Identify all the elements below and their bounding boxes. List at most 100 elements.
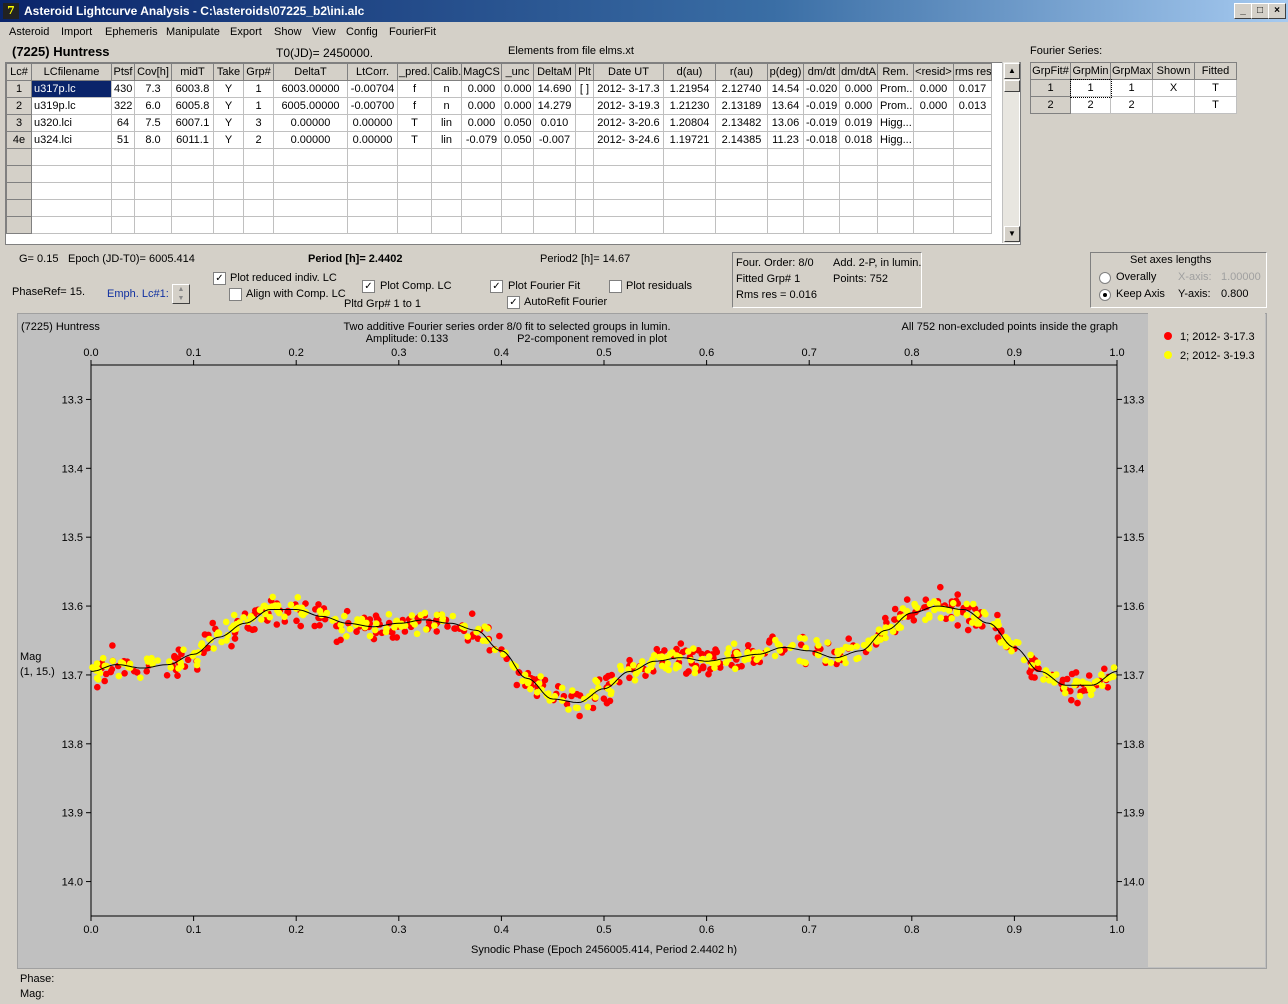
lc-table-cell[interactable] (273, 182, 348, 200)
lc-table-cell[interactable] (877, 216, 914, 234)
lc-table-cell[interactable]: Y (213, 114, 244, 132)
lc-table-cell[interactable]: Y (213, 97, 244, 115)
minimize-button[interactable]: _ (1234, 3, 1252, 19)
lc-table-cell[interactable]: 1.20804 (663, 114, 716, 132)
lc-table-cell[interactable]: 0.00000 (347, 114, 398, 132)
lc-col-header[interactable]: LtCorr. (347, 63, 398, 81)
lc-table-empty-row[interactable] (6, 165, 992, 183)
lc-table-cell[interactable] (431, 165, 462, 183)
lc-table-cell[interactable] (767, 182, 804, 200)
lc-table-empty-row[interactable] (6, 216, 992, 234)
menu-fourierfit[interactable]: FourierFit (389, 26, 437, 38)
xaxis-value[interactable]: 1.00000 (1221, 271, 1261, 283)
lc-table-cell[interactable] (134, 148, 172, 166)
lc-table-cell[interactable]: 2.13482 (715, 114, 768, 132)
lc-table-cell[interactable] (397, 216, 432, 234)
lc-table-cell[interactable] (767, 165, 804, 183)
lc-table-cell[interactable] (243, 216, 274, 234)
fourier-col-header[interactable]: GrpFit# (1030, 62, 1071, 80)
menu-show[interactable]: Show (274, 26, 302, 38)
lc-table-cell[interactable] (273, 165, 348, 183)
lc-table-cell[interactable] (877, 199, 914, 217)
lc-table-cell[interactable] (431, 182, 462, 200)
lc-table-cell[interactable] (663, 216, 716, 234)
lc-table-cell[interactable] (575, 97, 594, 115)
lc-table-cell[interactable]: 2 (243, 131, 274, 149)
lc-table-row[interactable]: 2 u319p.lc 322 6.0 6005.8 Y 1 6005.00000 -0.0070… (6, 97, 992, 115)
lc-table-cell[interactable]: 14.279 (533, 97, 576, 115)
lc-table-cell[interactable]: Y (213, 80, 244, 98)
lc-table-cell[interactable]: 11.23 (767, 131, 804, 149)
fourier-table-cell[interactable]: 2 (1070, 96, 1111, 114)
lc-table-cell[interactable] (134, 182, 172, 200)
lc-table-cell[interactable] (347, 199, 398, 217)
lc-table-cell[interactable] (31, 182, 112, 200)
lc-table-cell[interactable]: 0.00000 (273, 114, 348, 132)
lc-table-cell[interactable]: 0.017 (953, 80, 992, 98)
lc-table-cell[interactable] (243, 182, 274, 200)
lc-table-cell[interactable] (839, 165, 878, 183)
lc-table-cell[interactable] (953, 165, 992, 183)
lc-table-cell[interactable]: n (431, 80, 462, 98)
lc-table-cell[interactable]: -0.007 (533, 131, 576, 149)
lc-table-cell[interactable]: 4e (6, 131, 32, 149)
lc-table-cell[interactable] (913, 182, 954, 200)
lc-table-empty-row[interactable] (6, 199, 992, 217)
lc-table-cell[interactable]: [ ] (575, 80, 594, 98)
lc-table-cell[interactable] (803, 199, 840, 217)
lc-table-cell[interactable]: 2.12740 (715, 80, 768, 98)
lc-table-cell[interactable] (6, 165, 32, 183)
lc-table-cell[interactable]: 0.019 (839, 114, 878, 132)
lc-table-cell[interactable]: u317p.lc (31, 80, 112, 98)
lc-table-cell[interactable] (461, 216, 502, 234)
lc-col-header[interactable]: DeltaT (273, 63, 348, 81)
lc-table-cell[interactable]: Prom... (877, 97, 914, 115)
lc-table-cell[interactable]: 430 (111, 80, 135, 98)
lc-table-cell[interactable] (501, 216, 534, 234)
menu-export[interactable]: Export (230, 26, 262, 38)
lc-table-cell[interactable] (134, 165, 172, 183)
lc-table-cell[interactable] (501, 199, 534, 217)
plot-reduced-checkbox[interactable]: ✓ (213, 272, 226, 285)
lc-table-cell[interactable] (575, 148, 594, 166)
lc-table-cell[interactable] (111, 216, 135, 234)
lc-table-cell[interactable] (273, 216, 348, 234)
lc-col-header[interactable]: LCfilename (31, 63, 112, 81)
lightcurve-plot[interactable]: (7225) Huntress Two additive Fourier ser… (17, 313, 1265, 967)
plot-comp-checkbox[interactable]: ✓ (362, 280, 375, 293)
lc-table-cell[interactable] (877, 182, 914, 200)
fourier-table-cell[interactable] (1152, 96, 1195, 114)
lc-table-cell[interactable]: 1 (243, 97, 274, 115)
lc-table-cell[interactable] (111, 148, 135, 166)
lc-table-cell[interactable] (461, 182, 502, 200)
lc-table-cell[interactable] (953, 114, 992, 132)
lc-table-cell[interactable] (593, 148, 664, 166)
lc-table-cell[interactable]: 7.5 (134, 114, 172, 132)
lc-table-cell[interactable] (839, 216, 878, 234)
lc-table-cell[interactable] (575, 165, 594, 183)
lc-table-cell[interactable]: -0.018 (803, 131, 840, 149)
lc-table-cell[interactable]: -0.00704 (347, 80, 398, 98)
lc-table-cell[interactable] (347, 182, 398, 200)
lc-table-cell[interactable]: 0.050 (501, 131, 534, 149)
lc-table-cell[interactable] (803, 182, 840, 200)
lc-table-cell[interactable] (31, 216, 112, 234)
lc-table-cell[interactable] (273, 199, 348, 217)
lc-table-cell[interactable] (913, 131, 954, 149)
lc-table-cell[interactable] (213, 182, 244, 200)
lc-col-header[interactable]: Take (213, 63, 244, 81)
lc-table-empty-row[interactable] (6, 148, 992, 166)
lc-table-cell[interactable] (31, 199, 112, 217)
lc-col-header[interactable]: Calib. (431, 63, 462, 81)
lc-table-cell[interactable]: 6003.8 (171, 80, 214, 98)
menu-manipulate[interactable]: Manipulate (166, 26, 220, 38)
lc-table-cell[interactable] (171, 199, 214, 217)
lc-table-cell[interactable] (767, 148, 804, 166)
lc-table-cell[interactable]: 0.000 (839, 80, 878, 98)
lc-table-cell[interactable]: 3 (6, 114, 32, 132)
lc-table-cell[interactable] (533, 216, 576, 234)
lc-table-cell[interactable]: T (397, 131, 432, 149)
